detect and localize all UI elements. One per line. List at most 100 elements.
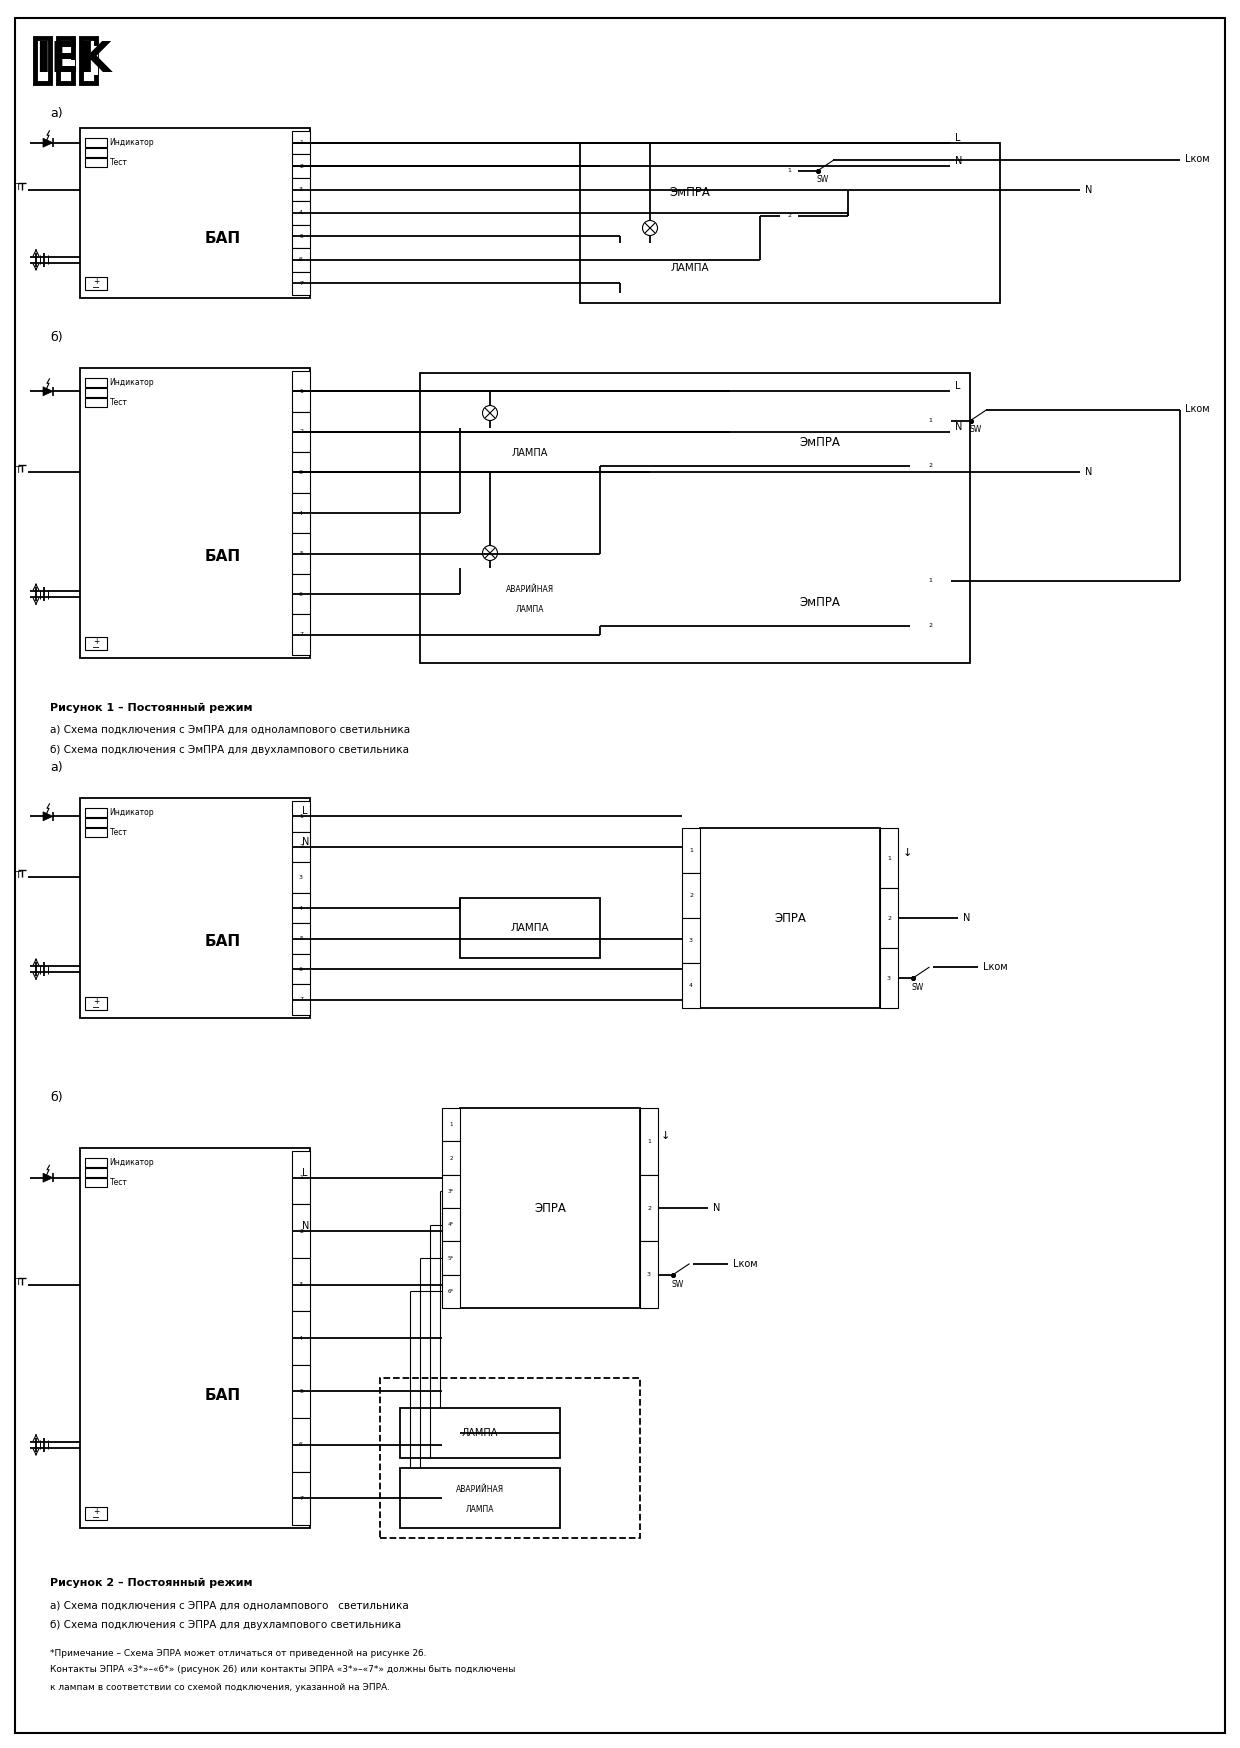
Bar xyxy=(730,558,910,649)
Bar xyxy=(291,1418,310,1472)
Bar xyxy=(401,1468,560,1528)
Text: 6: 6 xyxy=(299,967,303,972)
Bar xyxy=(291,923,310,954)
Bar xyxy=(460,428,600,477)
Bar xyxy=(460,898,600,958)
Text: 5: 5 xyxy=(299,551,303,556)
Text: 6: 6 xyxy=(299,591,303,596)
Bar xyxy=(86,388,107,397)
Bar xyxy=(910,442,951,488)
Text: N: N xyxy=(955,156,962,166)
Text: Рисунок 1 – Постоянный режим: Рисунок 1 – Постоянный режим xyxy=(50,703,253,713)
Text: Тест: Тест xyxy=(109,829,128,837)
Text: БАП: БАП xyxy=(205,549,241,565)
Text: Т: Т xyxy=(15,1278,20,1287)
Text: 5*: 5* xyxy=(448,1255,454,1260)
Bar xyxy=(86,636,107,650)
Bar xyxy=(291,832,310,862)
Bar xyxy=(291,1150,310,1204)
Text: Т: Т xyxy=(15,467,20,475)
Text: L: L xyxy=(303,1168,308,1178)
Bar xyxy=(640,1108,658,1175)
Bar xyxy=(291,271,310,295)
Text: IEK: IEK xyxy=(35,38,112,80)
Text: 5: 5 xyxy=(299,1390,303,1393)
Text: 7: 7 xyxy=(299,996,303,1002)
Text: Тест: Тест xyxy=(109,159,128,168)
Bar xyxy=(35,38,50,82)
Text: +: + xyxy=(93,1507,99,1516)
Bar xyxy=(291,248,310,271)
Bar xyxy=(441,1241,460,1274)
Bar xyxy=(291,615,310,656)
Text: 5: 5 xyxy=(299,937,303,940)
Bar xyxy=(63,59,74,70)
Bar xyxy=(291,533,310,573)
Text: N: N xyxy=(303,837,309,846)
Bar xyxy=(441,1141,460,1175)
Text: Индикатор: Индикатор xyxy=(109,1157,154,1168)
Text: ЛАМПА: ЛАМПА xyxy=(461,1428,498,1439)
Text: 4: 4 xyxy=(299,210,303,215)
Text: ЭПРА: ЭПРА xyxy=(774,911,806,925)
Text: SW: SW xyxy=(672,1280,684,1290)
Text: Контакты ЭПРА «3*»–«6*» (рисунок 2б) или контакты ЭПРА «3*»–«7*» должны быть под: Контакты ЭПРА «3*»–«6*» (рисунок 2б) или… xyxy=(50,1666,516,1675)
Text: N: N xyxy=(955,421,962,432)
Text: 2: 2 xyxy=(929,463,932,468)
Text: *Примечание – Схема ЭПРА может отличаться от приведенной на рисунке 2б.: *Примечание – Схема ЭПРА может отличатьс… xyxy=(50,1648,427,1657)
Bar xyxy=(86,1178,107,1187)
Bar xyxy=(910,558,951,603)
Polygon shape xyxy=(43,386,53,395)
Bar xyxy=(880,829,898,888)
Bar xyxy=(401,1407,560,1458)
Text: 3: 3 xyxy=(689,939,693,942)
Bar xyxy=(81,369,310,657)
Text: ЭмПРА: ЭмПРА xyxy=(800,437,841,449)
Bar xyxy=(291,1365,310,1418)
Bar xyxy=(291,411,310,453)
Text: −: − xyxy=(92,1003,100,1012)
Bar xyxy=(910,399,951,442)
Bar xyxy=(86,276,107,290)
Text: ЛАМПА: ЛАМПА xyxy=(512,447,548,458)
Text: БАП: БАП xyxy=(205,231,241,246)
Bar xyxy=(780,149,799,192)
Bar xyxy=(291,154,310,178)
Text: 7: 7 xyxy=(299,281,303,285)
Text: 2: 2 xyxy=(787,213,791,218)
Text: БАП: БАП xyxy=(205,1388,241,1402)
Bar xyxy=(682,829,701,872)
Bar xyxy=(291,893,310,923)
Text: а): а) xyxy=(50,107,63,119)
Text: −: − xyxy=(92,643,100,652)
Text: 3: 3 xyxy=(887,975,892,981)
Text: 4: 4 xyxy=(299,905,303,911)
Bar xyxy=(379,1377,640,1538)
Text: ЭмПРА: ЭмПРА xyxy=(670,187,711,199)
Text: к лампам в соответствии со схемой подключения, указанной на ЭПРА.: к лампам в соответствии со схемой подклю… xyxy=(50,1683,391,1692)
Text: L: L xyxy=(955,381,961,392)
Bar xyxy=(291,573,310,615)
Bar xyxy=(86,399,107,407)
Bar xyxy=(291,371,310,411)
Text: 3: 3 xyxy=(299,470,303,475)
Text: −: − xyxy=(92,283,100,292)
Bar xyxy=(682,872,701,918)
Bar xyxy=(291,984,310,1016)
Text: Рисунок 2 – Постоянный режим: Рисунок 2 – Постоянный режим xyxy=(50,1578,253,1587)
Text: Индикатор: Индикатор xyxy=(109,808,154,816)
Bar xyxy=(420,372,970,662)
Bar xyxy=(640,1241,658,1308)
Bar xyxy=(682,918,701,963)
Text: 1: 1 xyxy=(647,1140,651,1143)
Text: а) Схема подключения с ЭмПРА для однолампового светильника: а) Схема подключения с ЭмПРА для однолам… xyxy=(50,725,410,734)
Text: 3: 3 xyxy=(647,1273,651,1278)
Text: N: N xyxy=(303,1222,309,1231)
Text: б): б) xyxy=(50,1091,63,1105)
Bar xyxy=(441,1175,460,1208)
Bar xyxy=(291,1311,310,1365)
Text: Lком: Lком xyxy=(1185,154,1210,164)
Text: АВАРИЙНАЯ: АВАРИЙНАЯ xyxy=(456,1484,505,1493)
Bar xyxy=(291,1259,310,1311)
Text: Индикатор: Индикатор xyxy=(109,378,154,386)
